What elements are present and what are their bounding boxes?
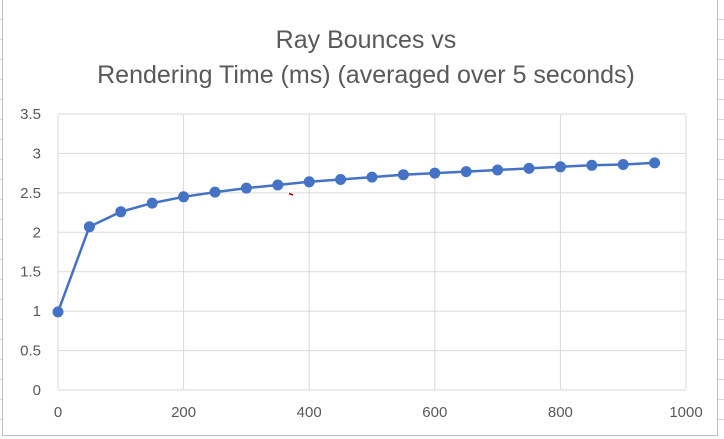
x-axis-tick-labels: 0 200 400 600 800 1000: [54, 404, 703, 421]
x-tick-label: 0: [54, 404, 62, 421]
chart-title: Ray Bounces vs Rendering Time (ms) (aver…: [97, 26, 635, 89]
y-axis-tick-labels: 0 0.5 1 1.5 2 2.5 3 3.5: [20, 106, 41, 399]
data-point[interactable]: [52, 306, 64, 318]
data-point[interactable]: [397, 169, 409, 181]
series-line: [56, 161, 655, 313]
x-tick-label: 800: [548, 404, 573, 421]
x-tick-label: 400: [297, 404, 322, 421]
data-point[interactable]: [554, 161, 566, 173]
data-point[interactable]: [115, 206, 127, 218]
data-point[interactable]: [178, 191, 190, 203]
data-point[interactable]: [586, 159, 598, 171]
data-point[interactable]: [146, 197, 158, 209]
data-point[interactable]: [617, 159, 629, 170]
y-tick-label: 1: [33, 303, 41, 320]
data-point[interactable]: [429, 167, 441, 179]
data-point[interactable]: [209, 186, 221, 198]
spreadsheet-gridlines-right: [718, 0, 724, 439]
data-point[interactable]: [492, 164, 504, 176]
x-tick-label: 600: [422, 404, 447, 421]
data-point[interactable]: [240, 182, 252, 194]
y-tick-label: 1.5: [20, 264, 41, 281]
chart-title-line-1: Ray Bounces vs: [276, 26, 457, 54]
gridlines: [57, 113, 687, 391]
data-point[interactable]: [303, 176, 315, 188]
x-tick-label: 1000: [669, 404, 702, 421]
data-point[interactable]: [523, 162, 535, 174]
data-point[interactable]: [335, 174, 347, 185]
data-point[interactable]: [649, 157, 661, 169]
y-tick-label: 0: [33, 382, 41, 399]
data-series: [52, 157, 661, 318]
spreadsheet-gridlines-left: [0, 0, 2, 439]
x-tick-label: 200: [171, 404, 196, 421]
data-point[interactable]: [460, 166, 472, 178]
y-tick-label: 2: [33, 224, 41, 241]
data-point[interactable]: [83, 221, 95, 233]
data-point[interactable]: [366, 171, 378, 183]
y-tick-label: 2.5: [20, 185, 41, 202]
y-tick-label: 3: [33, 145, 41, 162]
stray-red-mark: [288, 192, 294, 196]
line-chart: Ray Bounces vs Rendering Time (ms) (aver…: [20, 26, 703, 421]
data-point[interactable]: [272, 179, 284, 191]
y-tick-label: 3.5: [20, 106, 41, 123]
y-tick-label: 0.5: [20, 343, 41, 360]
chart-title-line-2: Rendering Time (ms) (averaged over 5 sec…: [97, 61, 635, 89]
